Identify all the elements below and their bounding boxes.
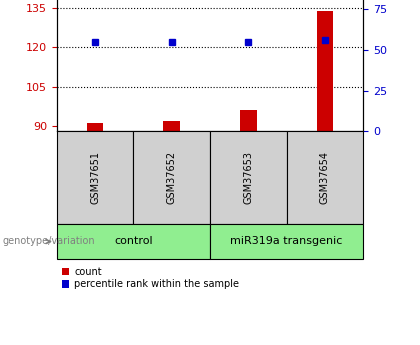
Bar	[286, 131, 363, 224]
Bar	[317, 11, 333, 131]
Bar	[87, 123, 103, 131]
Bar	[210, 131, 286, 224]
Bar	[163, 121, 180, 131]
Bar	[210, 224, 363, 259]
Text: genotype/variation: genotype/variation	[2, 237, 95, 246]
Text: control: control	[114, 237, 152, 246]
Text: miR319a transgenic: miR319a transgenic	[231, 237, 343, 246]
Bar	[57, 224, 210, 259]
Bar	[240, 110, 257, 131]
Text: GSM37654: GSM37654	[320, 151, 330, 204]
Text: GSM37651: GSM37651	[90, 151, 100, 204]
Bar	[57, 131, 134, 224]
Text: GSM37653: GSM37653	[243, 151, 253, 204]
Text: GSM37652: GSM37652	[167, 151, 177, 204]
Bar	[134, 131, 210, 224]
Legend: count, percentile rank within the sample: count, percentile rank within the sample	[62, 267, 239, 289]
